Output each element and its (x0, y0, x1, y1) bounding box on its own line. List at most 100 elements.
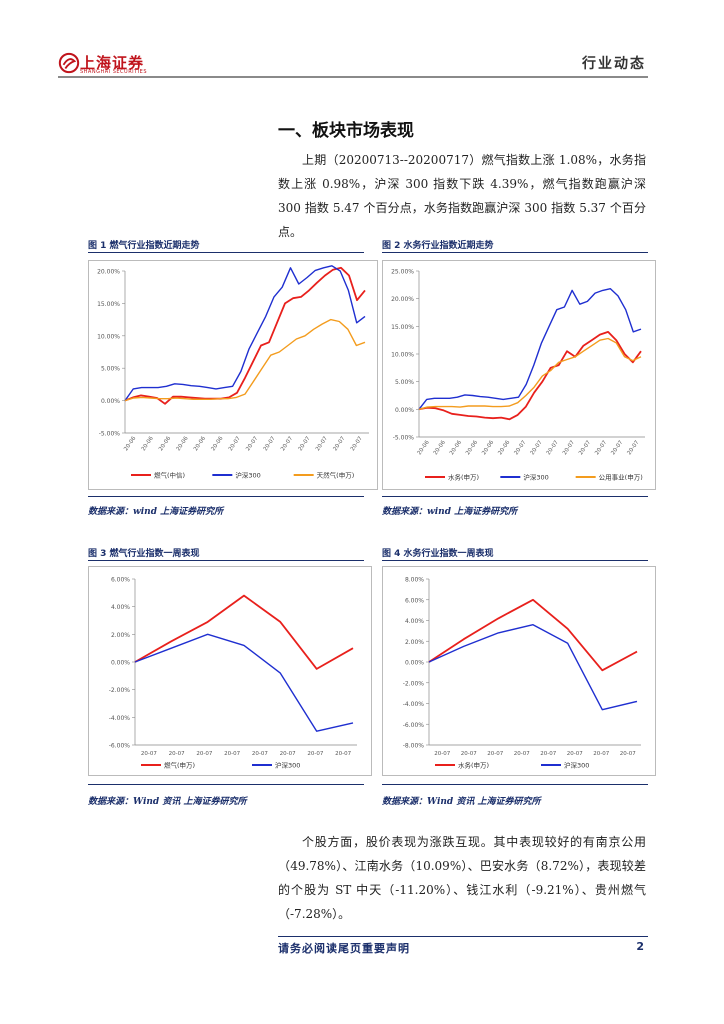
logo-name: 上海证券 (80, 54, 145, 72)
y-tick-label: 25.00% (391, 269, 414, 276)
x-tick-label: 20-06 (481, 439, 495, 456)
legend-label: 水务(申万) (458, 761, 489, 770)
y-tick-label: 15.00% (97, 301, 120, 308)
x-tick-label: 20-06 (449, 439, 463, 456)
x-tick-label: 20-07 (487, 751, 503, 757)
x-tick-label: 20-07 (245, 435, 259, 452)
y-tick-label: -6.00% (403, 722, 425, 729)
figure-1-chart: -5.00%0.00%5.00%10.00%15.00%20.00%20-06 2… (97, 265, 369, 480)
section-title: 一、板块市场表现 (278, 121, 414, 141)
figure-2-chart-frame: -5.00% 0.00% 5.00% 10.00% 15.00% 20.00% 25.00%… (382, 260, 656, 490)
x-tick-label: 20-07 (252, 751, 268, 757)
y-tick-label: 0.00% (405, 660, 424, 667)
series-line (124, 265, 366, 402)
y-tick-label: 10.00% (391, 352, 414, 359)
legend-label: 燃气(中信) (154, 471, 185, 480)
x-tick-label: 20-06 (433, 439, 447, 456)
y-tick-label: 6.00% (111, 577, 130, 584)
figure-3-title: 图 3 燃气行业指数一周表现 (88, 549, 200, 559)
y-tick-label: 20.00% (391, 296, 414, 303)
figure-1-rule (88, 252, 364, 253)
figure-4-source: 数据来源：Wind 资讯 上海证券研究所 (382, 797, 541, 807)
x-tick-label: 20-07 (335, 751, 351, 757)
figure-4-title: 图 4 水务行业指数一周表现 (382, 549, 494, 559)
y-tick-label: 4.00% (111, 604, 130, 611)
y-tick-label: 0.00% (395, 407, 414, 414)
legend-label: 燃气(申万) (164, 761, 195, 770)
y-tick-label: 20.00% (97, 269, 120, 276)
summary-paragraph: 上期（20200713--20200717）燃气指数上涨 1.08%，水务指数上… (278, 153, 646, 239)
y-tick-label: 15.00% (391, 324, 414, 331)
y-tick-label: -5.00% (393, 435, 415, 442)
x-tick-label: 20-07 (567, 751, 583, 757)
legend-label: 沪深300 (235, 471, 260, 480)
x-tick-label: 20-07 (315, 435, 329, 452)
figure-2-rule (382, 252, 648, 253)
page-number: 2 (636, 940, 644, 953)
series-line (134, 633, 354, 732)
x-tick-label: 20-07 (540, 751, 556, 757)
x-tick-label: 20-07 (620, 751, 636, 757)
footer-disclaimer: 请务必阅读尾页重要声明 (278, 942, 410, 955)
document-type: 行业动态 (582, 56, 646, 72)
y-tick-label: -4.00% (109, 715, 131, 722)
legend-label: 沪深300 (523, 473, 548, 482)
x-tick-label: 20-07 (263, 435, 277, 452)
series-line (418, 288, 642, 410)
x-tick-label: 20-07 (434, 751, 450, 757)
y-tick-label: -4.00% (403, 701, 425, 708)
x-tick-label: 20-07 (307, 751, 323, 757)
y-tick-label: 2.00% (111, 632, 130, 639)
x-tick-label: 20-07 (280, 435, 294, 452)
y-tick-label: 5.00% (101, 366, 120, 373)
figure-4-bottom-rule (382, 784, 648, 785)
figure-2-chart: -5.00% 0.00% 5.00% 10.00% 15.00% 20.00% 25.00%… (391, 269, 645, 482)
y-tick-label: 10.00% (97, 333, 120, 340)
legend-label: 公用事业(申万) (599, 473, 643, 482)
x-tick-label: 20-07 (461, 751, 477, 757)
legend-label: 水务(申万) (448, 473, 479, 482)
series-line (124, 318, 366, 402)
x-tick-label: 20-07 (546, 439, 560, 456)
figure-3-chart-frame: -6.00% -4.00% -2.00% 0.00% 2.00% 4.00% 6.00% 20… (88, 566, 372, 776)
x-tick-label: 20-07 (298, 435, 312, 452)
x-tick-label: 20-07 (594, 439, 608, 456)
y-tick-label: -8.00% (403, 743, 425, 750)
figure-1-source: 数据来源：wind 上海证券研究所 (88, 507, 224, 517)
x-tick-label: 20-07 (169, 751, 185, 757)
x-tick-label: 20-07 (626, 439, 640, 456)
x-tick-label: 20-06 (210, 435, 224, 452)
x-tick-label: 20-07 (530, 439, 544, 456)
x-tick-label: 20-07 (141, 751, 157, 757)
figure-3-bottom-rule (88, 784, 364, 785)
x-tick-label: 20-06 (123, 435, 137, 452)
x-tick-label: 20-07 (610, 439, 624, 456)
x-tick-label: 20-07 (196, 751, 212, 757)
figure-1-chart-frame: -5.00% 0.00% 5.00% 10.00% 15.00% 20.00% 20-06 2… (88, 260, 378, 490)
x-tick-label: 20-06 (497, 439, 511, 456)
x-tick-label: 20-06 (158, 435, 172, 452)
x-tick-label: 20-07 (514, 751, 530, 757)
figure-3-source: 数据来源：Wind 资讯 上海证券研究所 (88, 797, 247, 807)
figure-2-bottom-rule (382, 496, 648, 497)
footer-divider (278, 936, 648, 937)
legend-label: 天然气(申万) (317, 471, 355, 480)
figure-1-title: 图 1 燃气行业指数近期走势 (88, 241, 200, 251)
y-tick-label: -2.00% (403, 680, 425, 687)
x-tick-label: 20-06 (176, 435, 190, 452)
x-tick-label: 20-07 (224, 751, 240, 757)
y-tick-label: 8.00% (405, 577, 424, 584)
y-tick-label: 0.00% (101, 398, 120, 405)
x-tick-label: 20-07 (593, 751, 609, 757)
x-tick-label: 20-07 (228, 435, 242, 452)
x-tick-label: 20-07 (280, 751, 296, 757)
x-tick-label: 20-06 (417, 439, 431, 456)
y-tick-label: -5.00% (99, 431, 121, 438)
legend-label: 沪深300 (275, 761, 300, 770)
y-tick-label: -2.00% (109, 687, 131, 694)
y-tick-label: 6.00% (405, 597, 424, 604)
x-tick-label: 20-07 (350, 435, 364, 452)
figure-2-title: 图 2 水务行业指数近期走势 (382, 241, 494, 251)
x-tick-label: 20-06 (141, 435, 155, 452)
stocks-paragraph: 个股方面，股价表现为涨跌互现。其中表现较好的有南京公用（49.78%）、江南水务… (278, 835, 646, 921)
